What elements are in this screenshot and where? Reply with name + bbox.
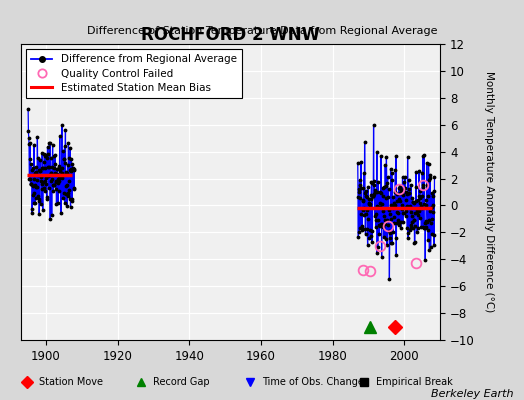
Text: Empirical Break: Empirical Break	[376, 377, 453, 386]
Text: Berkeley Earth: Berkeley Earth	[431, 389, 514, 399]
Text: Difference of Station Temperature Data from Regional Average: Difference of Station Temperature Data f…	[87, 26, 437, 36]
Text: Record Gap: Record Gap	[153, 377, 210, 386]
Legend: Difference from Regional Average, Quality Control Failed, Estimated Station Mean: Difference from Regional Average, Qualit…	[26, 49, 242, 98]
Title: ROCHFORD 2 WNW: ROCHFORD 2 WNW	[141, 26, 320, 44]
Text: Station Move: Station Move	[39, 377, 103, 386]
Y-axis label: Monthly Temperature Anomaly Difference (°C): Monthly Temperature Anomaly Difference (…	[484, 71, 494, 313]
Text: Time of Obs. Change: Time of Obs. Change	[262, 377, 364, 386]
